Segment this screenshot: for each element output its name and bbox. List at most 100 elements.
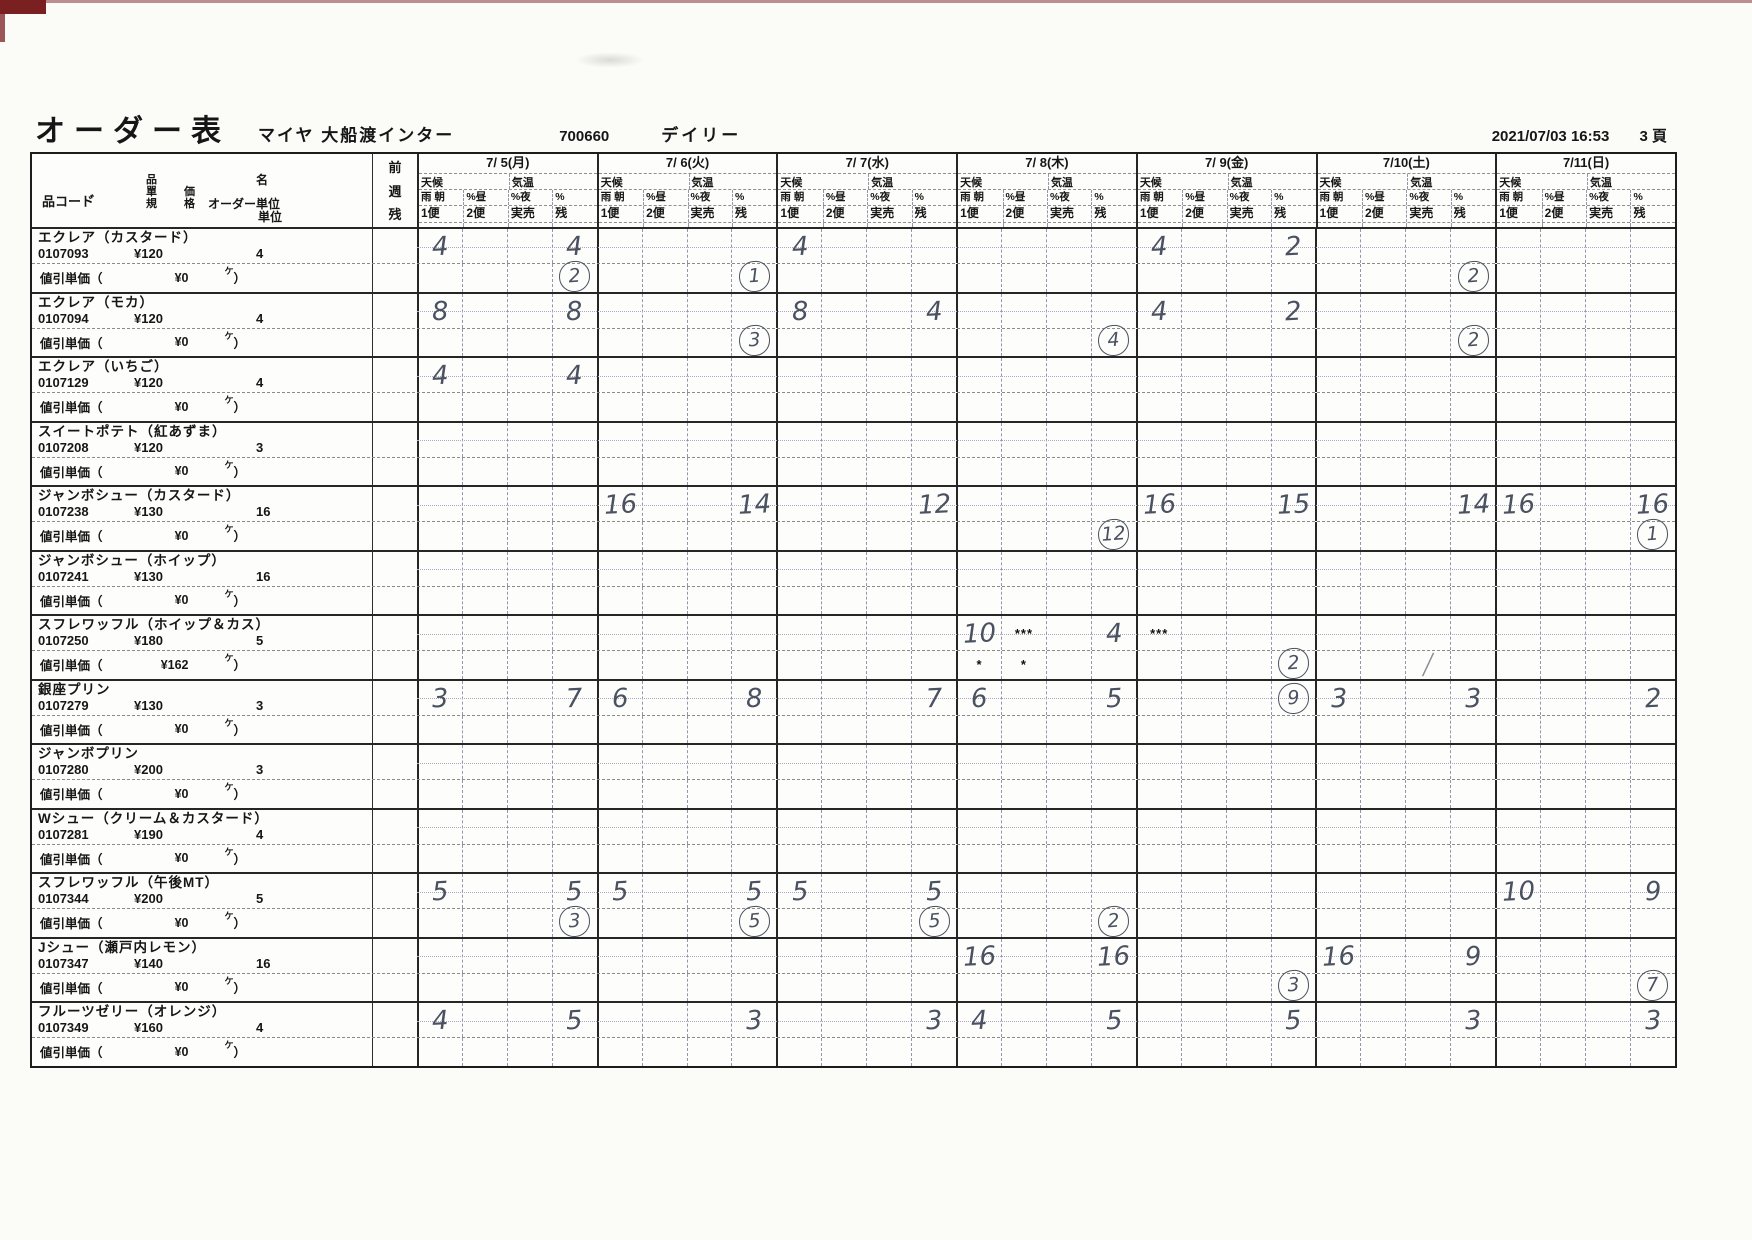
title-bar: オーダー表 マイヤ 大船渡インター 700660 デイリー 2021/07/03… <box>35 106 1725 150</box>
order-cell <box>1225 1003 1271 1037</box>
discount-cell <box>1000 457 1046 485</box>
order-cell <box>1450 874 1495 908</box>
rain-percent-cell: %昼 <box>1002 190 1047 205</box>
left-header-label: 価格 <box>184 186 195 210</box>
discount-cell <box>731 844 776 872</box>
discount-cell <box>1584 522 1630 550</box>
discount-cell <box>506 909 552 937</box>
product-code: 0107344 <box>38 891 89 906</box>
order-cell <box>1405 229 1450 263</box>
discount-close-paren: ） <box>233 530 247 545</box>
order-cell <box>1270 422 1316 457</box>
order-cell <box>417 422 462 457</box>
discount-cell <box>551 586 597 614</box>
order-cell <box>731 745 776 779</box>
discount-cell <box>1315 457 1360 485</box>
discount-cell <box>686 586 732 614</box>
order-cell <box>1629 358 1675 392</box>
product-price: ¥160 <box>134 1020 163 1035</box>
order-cell <box>1315 874 1360 908</box>
order-cell <box>776 680 821 715</box>
subcolumn-label: 2便 <box>822 206 867 222</box>
discount-cell <box>866 586 911 614</box>
product-row: ジャンボシュー（ホイップ） 0107241 ¥130 16 <box>32 549 1675 586</box>
discount-label: 値引単価（ <box>40 852 103 867</box>
discount-cell <box>1405 844 1450 872</box>
discount-info: 値引単価（ ¥0 ケ） <box>32 909 372 937</box>
order-cell <box>1584 551 1630 586</box>
handwritten-value: 5 <box>925 876 944 908</box>
discount-cell <box>1629 909 1675 937</box>
order-cell <box>1135 680 1181 715</box>
discount-close-paren: ） <box>233 917 247 932</box>
order-cell <box>461 229 507 263</box>
prev-week-cell <box>372 1003 417 1037</box>
product-name: Wシュー（クリーム＆カスタード） <box>38 810 269 826</box>
order-cell <box>776 938 821 973</box>
discount-cell <box>1270 522 1316 550</box>
discount-cell <box>1225 586 1271 614</box>
day-date-label: 7/11(日) <box>1497 154 1675 174</box>
order-cell <box>1405 487 1450 521</box>
order-cell <box>731 809 776 844</box>
discount-close-paren: ） <box>233 852 247 867</box>
discount-cell: 12 <box>1090 517 1136 551</box>
discount-cell <box>506 1038 552 1066</box>
discount-info: 値引単価（ ¥162 ケ） <box>32 651 372 679</box>
subcolumn-label: 残 <box>1630 206 1674 222</box>
discount-cell <box>866 973 911 1001</box>
discount-cell <box>1000 973 1046 1001</box>
discount-cell <box>1629 844 1675 872</box>
discount-cell <box>1225 1038 1271 1066</box>
order-cell <box>1405 422 1450 457</box>
day-header: 7/11(日) 天候 気温雨 朝 %昼 %夜% 1便 2便 実売残 <box>1495 154 1675 227</box>
product-detail-line: 0107281 ¥190 4 <box>32 827 372 843</box>
day-date-label: 7/ 8(木) <box>958 154 1136 174</box>
discount-cell <box>506 780 552 808</box>
rain-percent-cell: %夜 <box>1406 190 1450 205</box>
handwritten-value: 14 <box>737 489 772 521</box>
order-cell <box>1450 422 1495 457</box>
prev-week-cell <box>372 651 417 679</box>
discount-info: 値引単価（ ¥0 ケ） <box>32 587 372 615</box>
handwritten-value: 7 <box>565 683 584 714</box>
discount-cell: 7 <box>1629 969 1675 1003</box>
order-cell <box>776 1003 821 1037</box>
discount-cell <box>1270 264 1316 292</box>
product-name: エクレア（いちご） <box>38 359 169 374</box>
product-name: 銀座プリン <box>38 681 111 697</box>
discount-cell <box>821 909 866 937</box>
order-cell <box>1180 745 1226 779</box>
discount-cell <box>866 715 911 743</box>
order-cell <box>596 1003 642 1037</box>
order-cell <box>1180 487 1226 521</box>
discount-label: 値引単価（ <box>40 659 103 674</box>
discount-cell <box>461 393 507 421</box>
order-cell <box>1090 551 1136 586</box>
product-price: ¥120 <box>134 246 163 261</box>
discount-cell <box>1315 393 1360 421</box>
order-cell <box>1225 293 1271 328</box>
column-header-product: 品コード゙ 名オーダー単位 単位 品單規 価格 <box>32 154 372 227</box>
order-cell: 3 <box>1450 1003 1495 1037</box>
rain-percent-cell: %昼 <box>1361 190 1406 205</box>
discount-cell <box>1315 973 1360 1001</box>
order-cell <box>866 229 911 263</box>
discount-cell <box>1540 651 1585 679</box>
discount-cell <box>1000 909 1046 937</box>
discount-info: 値引単価（ ¥0 ケ） <box>32 264 372 292</box>
handwritten-circled-value: 2 <box>1456 259 1490 293</box>
prev-week-cell <box>372 358 417 392</box>
order-cell <box>596 616 642 650</box>
discount-info: 値引単価（ ¥0 ケ） <box>32 393 372 421</box>
order-cell <box>1405 745 1450 779</box>
scan-smudge <box>575 52 645 68</box>
product-detail-line: 0107094 ¥120 4 <box>32 311 372 327</box>
handwritten-value: 3 <box>745 1005 764 1037</box>
order-cell: 16 <box>1495 487 1540 521</box>
order-cell <box>1225 487 1271 521</box>
order-cell: 16 <box>1135 487 1181 521</box>
weather-label: 天候 <box>421 177 443 189</box>
handwritten-value: 2 <box>1284 296 1303 327</box>
discount-cell <box>821 651 866 679</box>
